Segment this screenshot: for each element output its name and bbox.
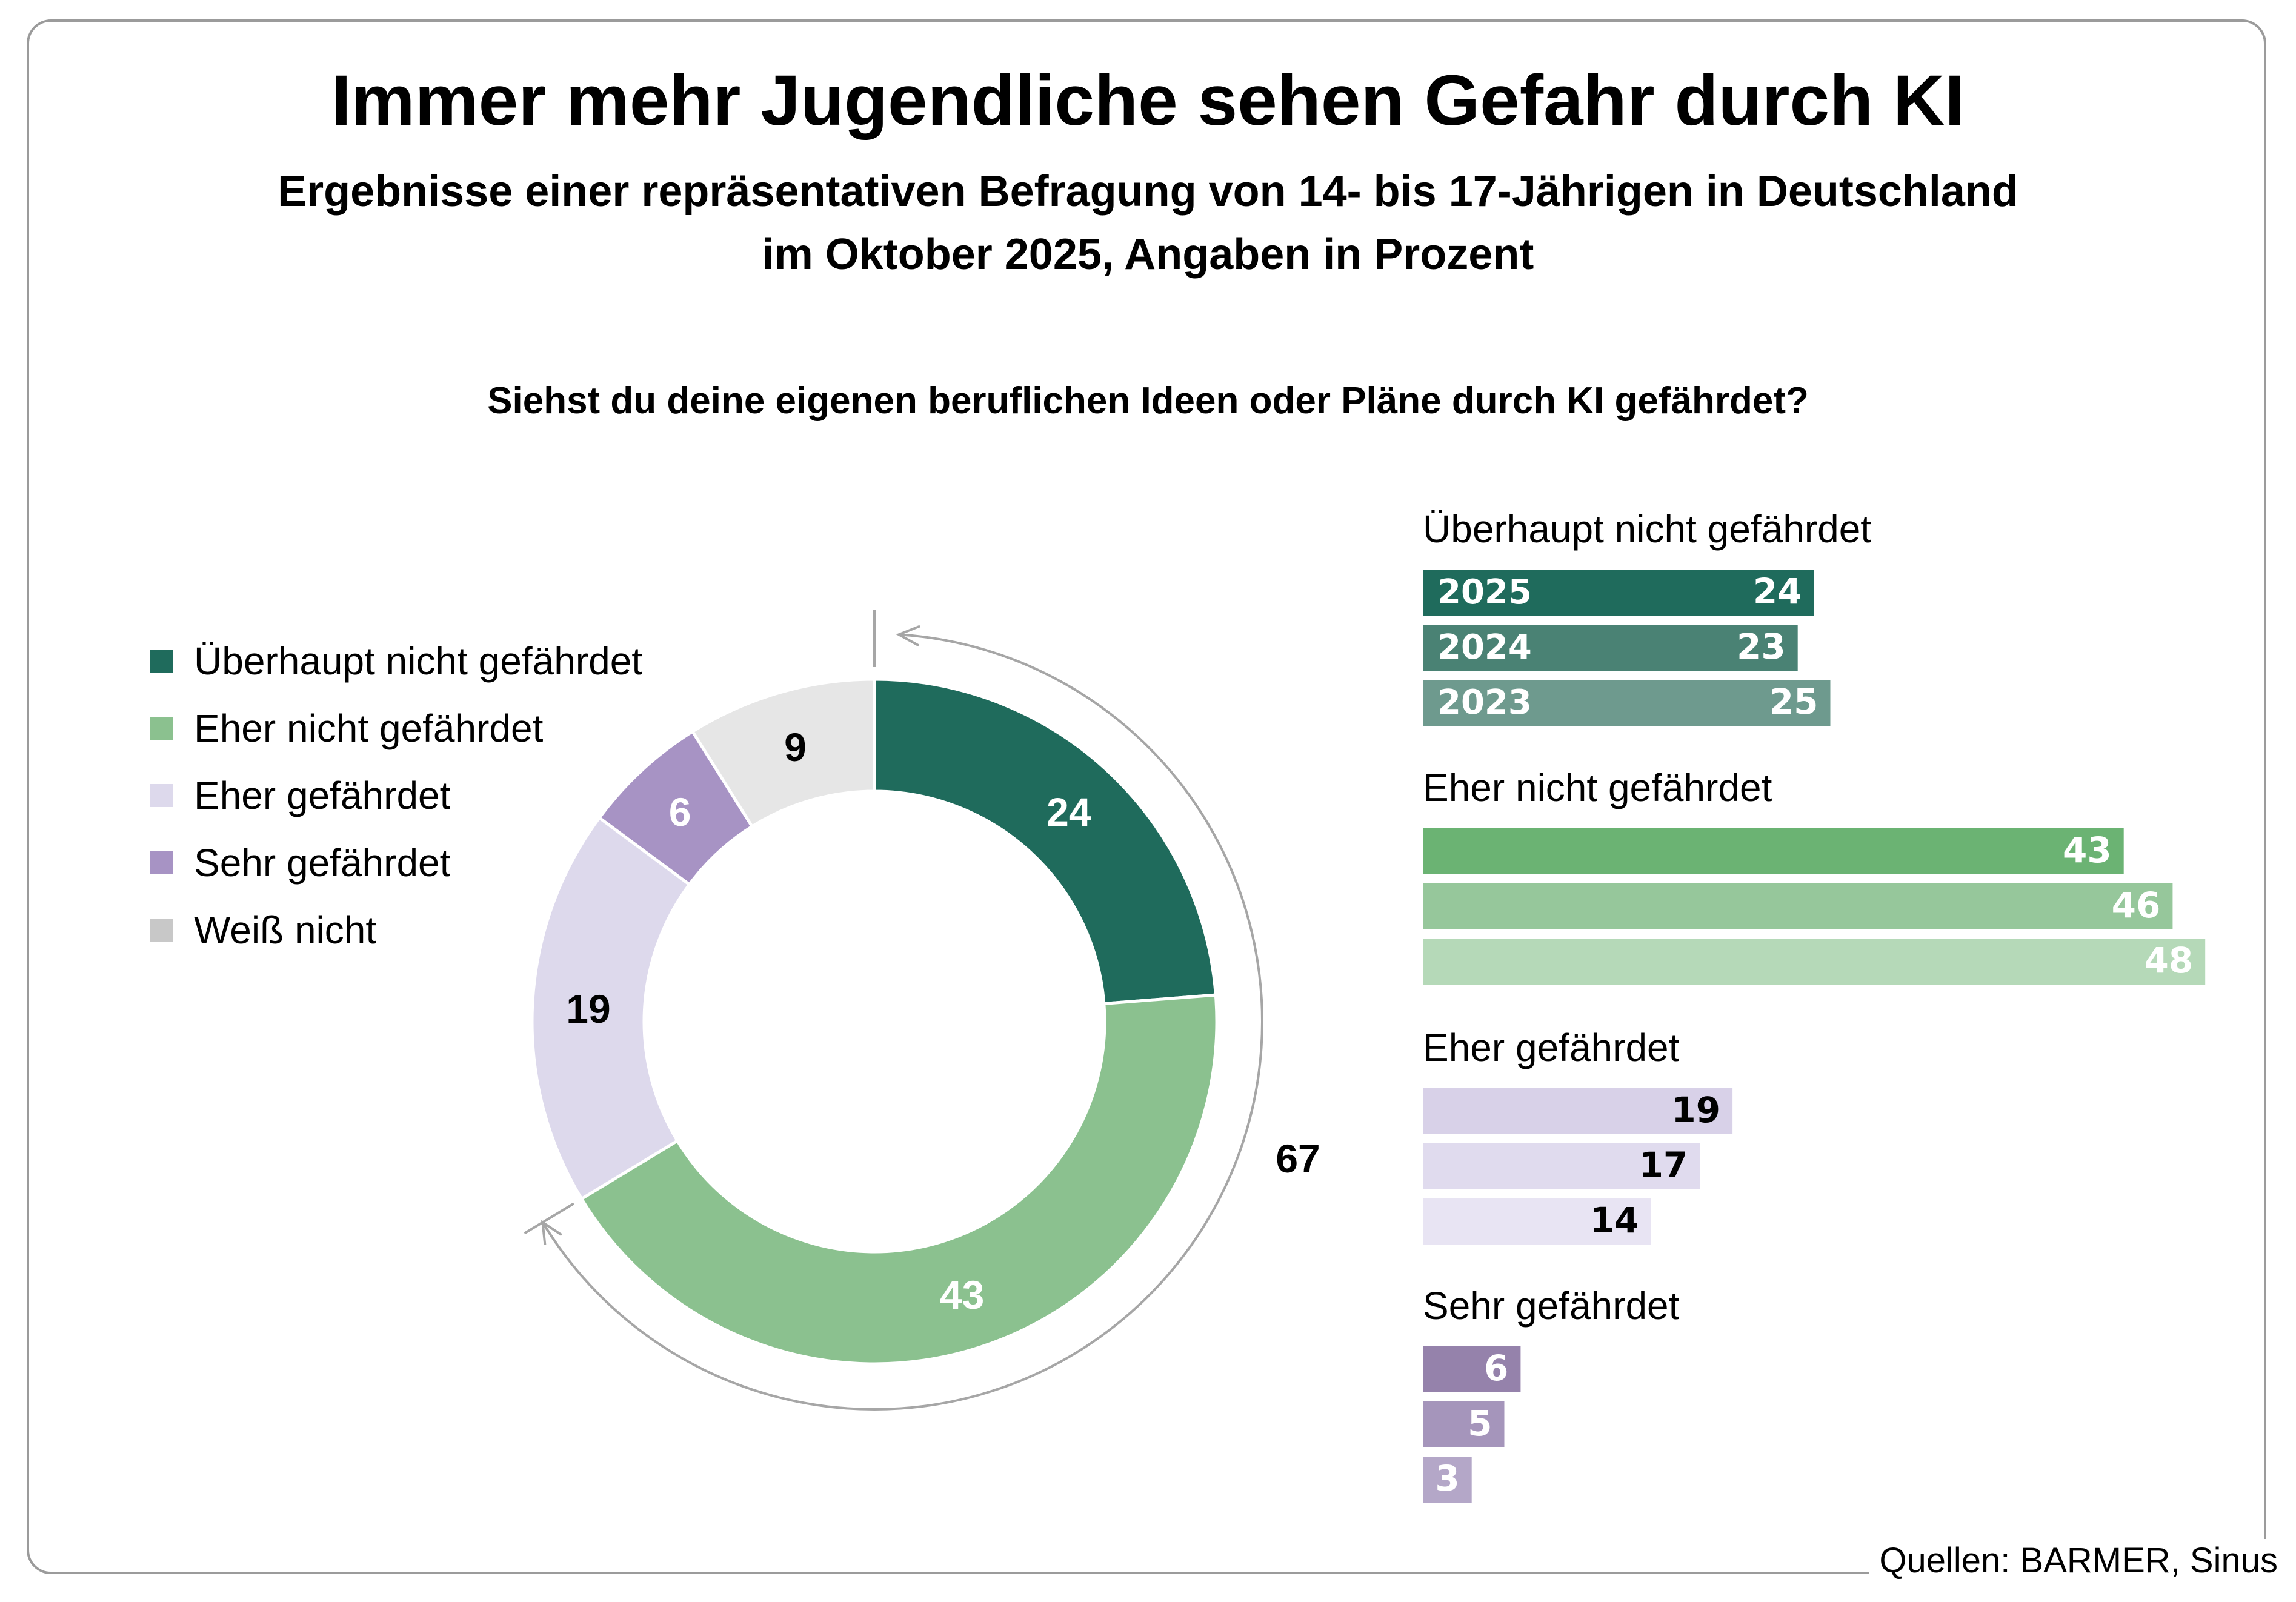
bar-year-label: 2024 [1437,628,1532,667]
bar-eher-nicht-gefaehrdet-2024 [1423,883,2173,929]
bar-value-label: 48 [2144,940,2193,981]
bar-value-label: 25 [1769,681,1818,722]
legend-item-ueberhaupt-nicht-gefaehrdet: Überhaupt nicht gefährdet [150,634,642,688]
bar-group-label-sehr-gefaehrdet: Sehr gefährdet [1423,1284,1680,1328]
donut-value-label: 43 [940,1272,984,1317]
source-note: Quellen: BARMER, Sinus [1869,1539,2278,1583]
chart-subtitle-line2: im Oktober 2025, Angaben in Prozent [762,230,1534,279]
chart-title: Immer mehr Jugendliche sehen Gefahr durc… [331,61,1965,141]
bar-ueberhaupt-nicht-gefaehrdet-2023 [1423,680,1831,726]
bar-eher-nicht-gefaehrdet-2025 [1423,828,2124,874]
legend-item-sehr-gefaehrdet: Sehr gefährdet [150,836,450,890]
legend-label: Weiß nicht [194,908,377,952]
donut-chart: 24 43 19 6 9 67 [524,610,1320,1411]
bar-sehr-gefaehrdet-2025 [1423,1346,1521,1392]
bar-year-label: 2025 [1437,573,1532,612]
legend-item-eher-gefaehrdet: Eher gefährdet [150,768,450,823]
donut-slice-weiss-nicht [690,677,876,829]
legend-label: Eher gefährdet [194,774,451,817]
bar-value-label: 14 [1590,1200,1639,1241]
donut-value-label: 9 [784,725,807,769]
legend-label: Überhaupt nicht gefährdet [194,639,643,683]
legend-item-weiss-nicht: Weiß nicht [150,903,376,957]
bar-value-label: 6 [1484,1348,1508,1389]
bar-sehr-gefaehrdet-2024 [1423,1401,1505,1447]
bar-value-label: 19 [1671,1089,1720,1131]
bar-ueberhaupt-nicht-gefaehrdet-2024 [1423,625,1798,671]
annotation-total-label: 67 [1276,1136,1320,1181]
bar-group-label-eher-nicht-gefaehrdet: Eher nicht gefährdet [1423,766,1772,809]
bar-eher-nicht-gefaehrdet-2023 [1423,939,2206,985]
bar-value-label: 43 [2063,829,2112,871]
bar-ueberhaupt-nicht-gefaehrdet-2025 [1423,570,1814,616]
donut-slice-eher-gefaehrdet [530,816,692,1202]
annotation-tick-end [524,1202,574,1235]
bar-value-label: 17 [1639,1145,1688,1186]
bar-group-label-eher-gefaehrdet: Eher gefährdet [1423,1026,1680,1069]
donut-slice-ueberhaupt-nicht-gefaehrdet [873,677,1217,1006]
bar-value-label: 24 [1753,571,1802,612]
bar-value-label: 46 [2112,885,2161,926]
bar-year-label: 2023 [1437,683,1532,722]
survey-question: Siehst du deine eigenen beruflichen Idee… [487,380,1809,422]
legend-item-eher-nicht-gefaehrdet: Eher nicht gefährdet [150,701,543,756]
bar-sehr-gefaehrdet-2023 [1423,1457,1472,1503]
bar-chart: Überhaupt nicht gefährdet 24 2025 23 2024 25 2… [1423,507,2206,1503]
annotation-arc-top [541,634,1263,1411]
bar-value-label: 3 [1435,1458,1459,1499]
legend-label: Eher nicht gefährdet [194,706,544,750]
chart-subtitle-line1: Ergebnisse einer repräsentativen Befragu… [278,167,2018,216]
legend-swatch [150,851,173,874]
bar-eher-gefaehrdet-2024 [1423,1143,1700,1189]
annotation-arc-bottom [542,1222,556,1243]
bar-value-label: 5 [1468,1403,1492,1444]
bar-value-label: 23 [1737,626,1786,667]
legend-swatch [150,717,173,740]
donut-value-label: 19 [566,986,610,1031]
legend-swatch [150,919,173,942]
legend-swatch [150,650,173,673]
bar-eher-gefaehrdet-2025 [1423,1088,1733,1134]
bar-group-label-ueberhaupt-nicht-gefaehrdet: Überhaupt nicht gefährdet [1423,507,1871,551]
donut-value-label: 24 [1047,789,1091,834]
legend-label: Sehr gefährdet [194,841,451,885]
donut-value-label: 6 [669,789,691,834]
chart-frame [27,19,2266,1574]
legend-swatch [150,784,173,807]
donut-slice-eher-nicht-gefaehrdet [579,993,1219,1366]
bar-eher-gefaehrdet-2023 [1423,1198,1651,1245]
